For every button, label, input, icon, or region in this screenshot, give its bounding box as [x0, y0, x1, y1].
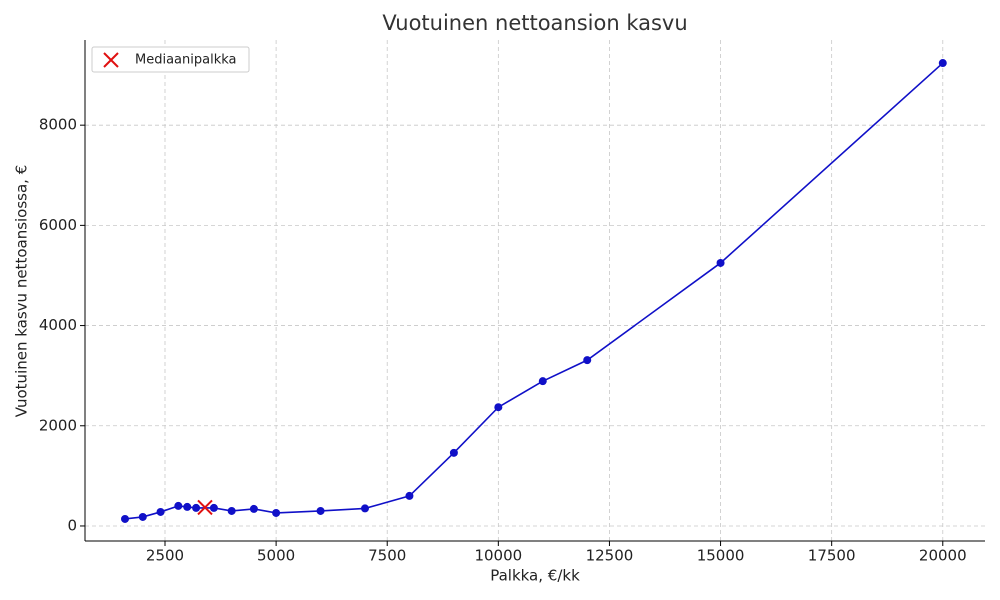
point [156, 507, 165, 516]
x-axis-label: Palkka, €/kk [490, 567, 580, 585]
point [538, 377, 547, 386]
point [174, 501, 183, 510]
x-tick-label: 5000 [257, 547, 295, 565]
y-axis-label: Vuotuinen kasvu nettoansiossa, € [13, 165, 31, 418]
x-tick-label: 15000 [697, 547, 745, 565]
chart-title: Vuotuinen nettoansion kasvu [382, 11, 687, 35]
y-tick-label: 2000 [39, 416, 77, 434]
y-tick-label: 6000 [39, 216, 77, 234]
x-tick-label: 17500 [808, 547, 856, 565]
legend [91, 46, 250, 73]
median-marker [197, 499, 213, 516]
point [272, 508, 281, 517]
point [716, 258, 725, 267]
point [494, 403, 503, 412]
point [249, 504, 258, 513]
point [138, 512, 147, 521]
point [209, 503, 218, 512]
point [121, 514, 129, 523]
legend-marker [103, 52, 119, 68]
point [183, 502, 192, 511]
point [316, 506, 325, 515]
line [124, 62, 944, 520]
x-tick-label: 10000 [474, 547, 522, 565]
x-tick-label: 2500 [146, 547, 184, 565]
point [449, 448, 458, 457]
y-tick-label: 0 [67, 516, 77, 534]
point [405, 491, 414, 500]
x-tick-label: 7500 [368, 547, 406, 565]
x-tick-label: 12500 [586, 547, 634, 565]
x-tick-label: 20000 [919, 547, 967, 565]
point [583, 356, 592, 365]
point [227, 506, 236, 515]
y-tick-label: 8000 [39, 116, 77, 134]
y-tick-label: 4000 [39, 316, 77, 334]
point [192, 503, 201, 512]
legend-label: Mediaanipalkka [135, 53, 237, 68]
point [938, 59, 947, 68]
point [361, 504, 369, 513]
